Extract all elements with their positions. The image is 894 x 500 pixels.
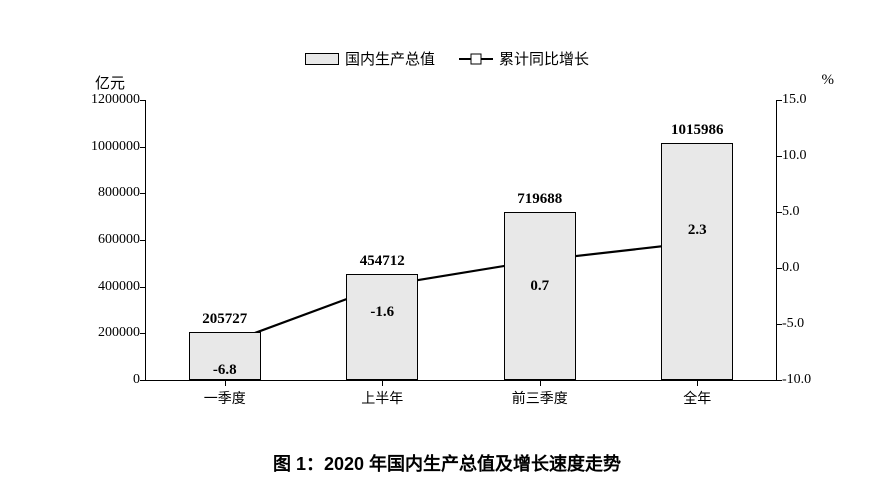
y-left-tick-mark [140, 380, 146, 381]
y-left-tick-label: 800000 [98, 185, 146, 201]
bar [346, 274, 418, 380]
y-left-tick-mark [140, 333, 146, 334]
right-axis-title: % [822, 72, 835, 89]
legend-item: 累计同比增长 [459, 48, 589, 69]
line-series [225, 242, 698, 344]
legend-label: 累计同比增长 [499, 48, 589, 69]
y-left-tick-label: 200000 [98, 325, 146, 341]
legend-label: 国内生产总值 [345, 48, 435, 69]
bar [661, 143, 733, 380]
legend: 国内生产总值 累计同比增长 [0, 48, 894, 70]
line-value-label: 0.7 [530, 278, 549, 295]
legend-item: 国内生产总值 [305, 48, 435, 69]
legend-bar-swatch-icon [305, 53, 339, 65]
y-right-tick-mark [776, 380, 782, 381]
y-left-tick-mark [140, 193, 146, 194]
legend-line-swatch-icon [459, 53, 493, 65]
caption: 图 1：2020 年国内生产总值及增长速度走势 [0, 450, 894, 476]
line-value-label: -1.6 [370, 304, 394, 321]
x-tick-mark [382, 380, 383, 386]
y-left-tick-label: 1000000 [91, 139, 146, 155]
y-left-tick-label: 400000 [98, 279, 146, 295]
bar-value-label: 719688 [517, 191, 562, 212]
y-right-tick-mark [776, 268, 782, 269]
figure: { "chart": { "type": "bar+line", "legend… [0, 0, 894, 500]
x-tick-mark [225, 380, 226, 386]
bar-value-label: 1015986 [671, 122, 724, 143]
x-tick-mark [540, 380, 541, 386]
y-left-tick-mark [140, 287, 146, 288]
bar-value-label: 454712 [360, 253, 405, 274]
y-left-tick-label: 600000 [98, 232, 146, 248]
y-right-tick-mark [776, 100, 782, 101]
bar [504, 212, 576, 380]
y-left-tick-mark [140, 100, 146, 101]
y-left-tick-mark [140, 147, 146, 148]
left-axis-title: 亿元 [95, 72, 125, 93]
y-left-tick-mark [140, 240, 146, 241]
plot-area: 020000040000060000080000010000001200000-… [145, 100, 777, 381]
y-right-tick-mark [776, 156, 782, 157]
bar-value-label: 205727 [202, 311, 247, 332]
y-right-tick-mark [776, 212, 782, 213]
line-value-label: -6.8 [213, 362, 237, 379]
line-value-label: 2.3 [688, 222, 707, 239]
y-right-tick-mark [776, 324, 782, 325]
y-left-tick-label: 1200000 [91, 92, 146, 108]
x-tick-mark [697, 380, 698, 386]
